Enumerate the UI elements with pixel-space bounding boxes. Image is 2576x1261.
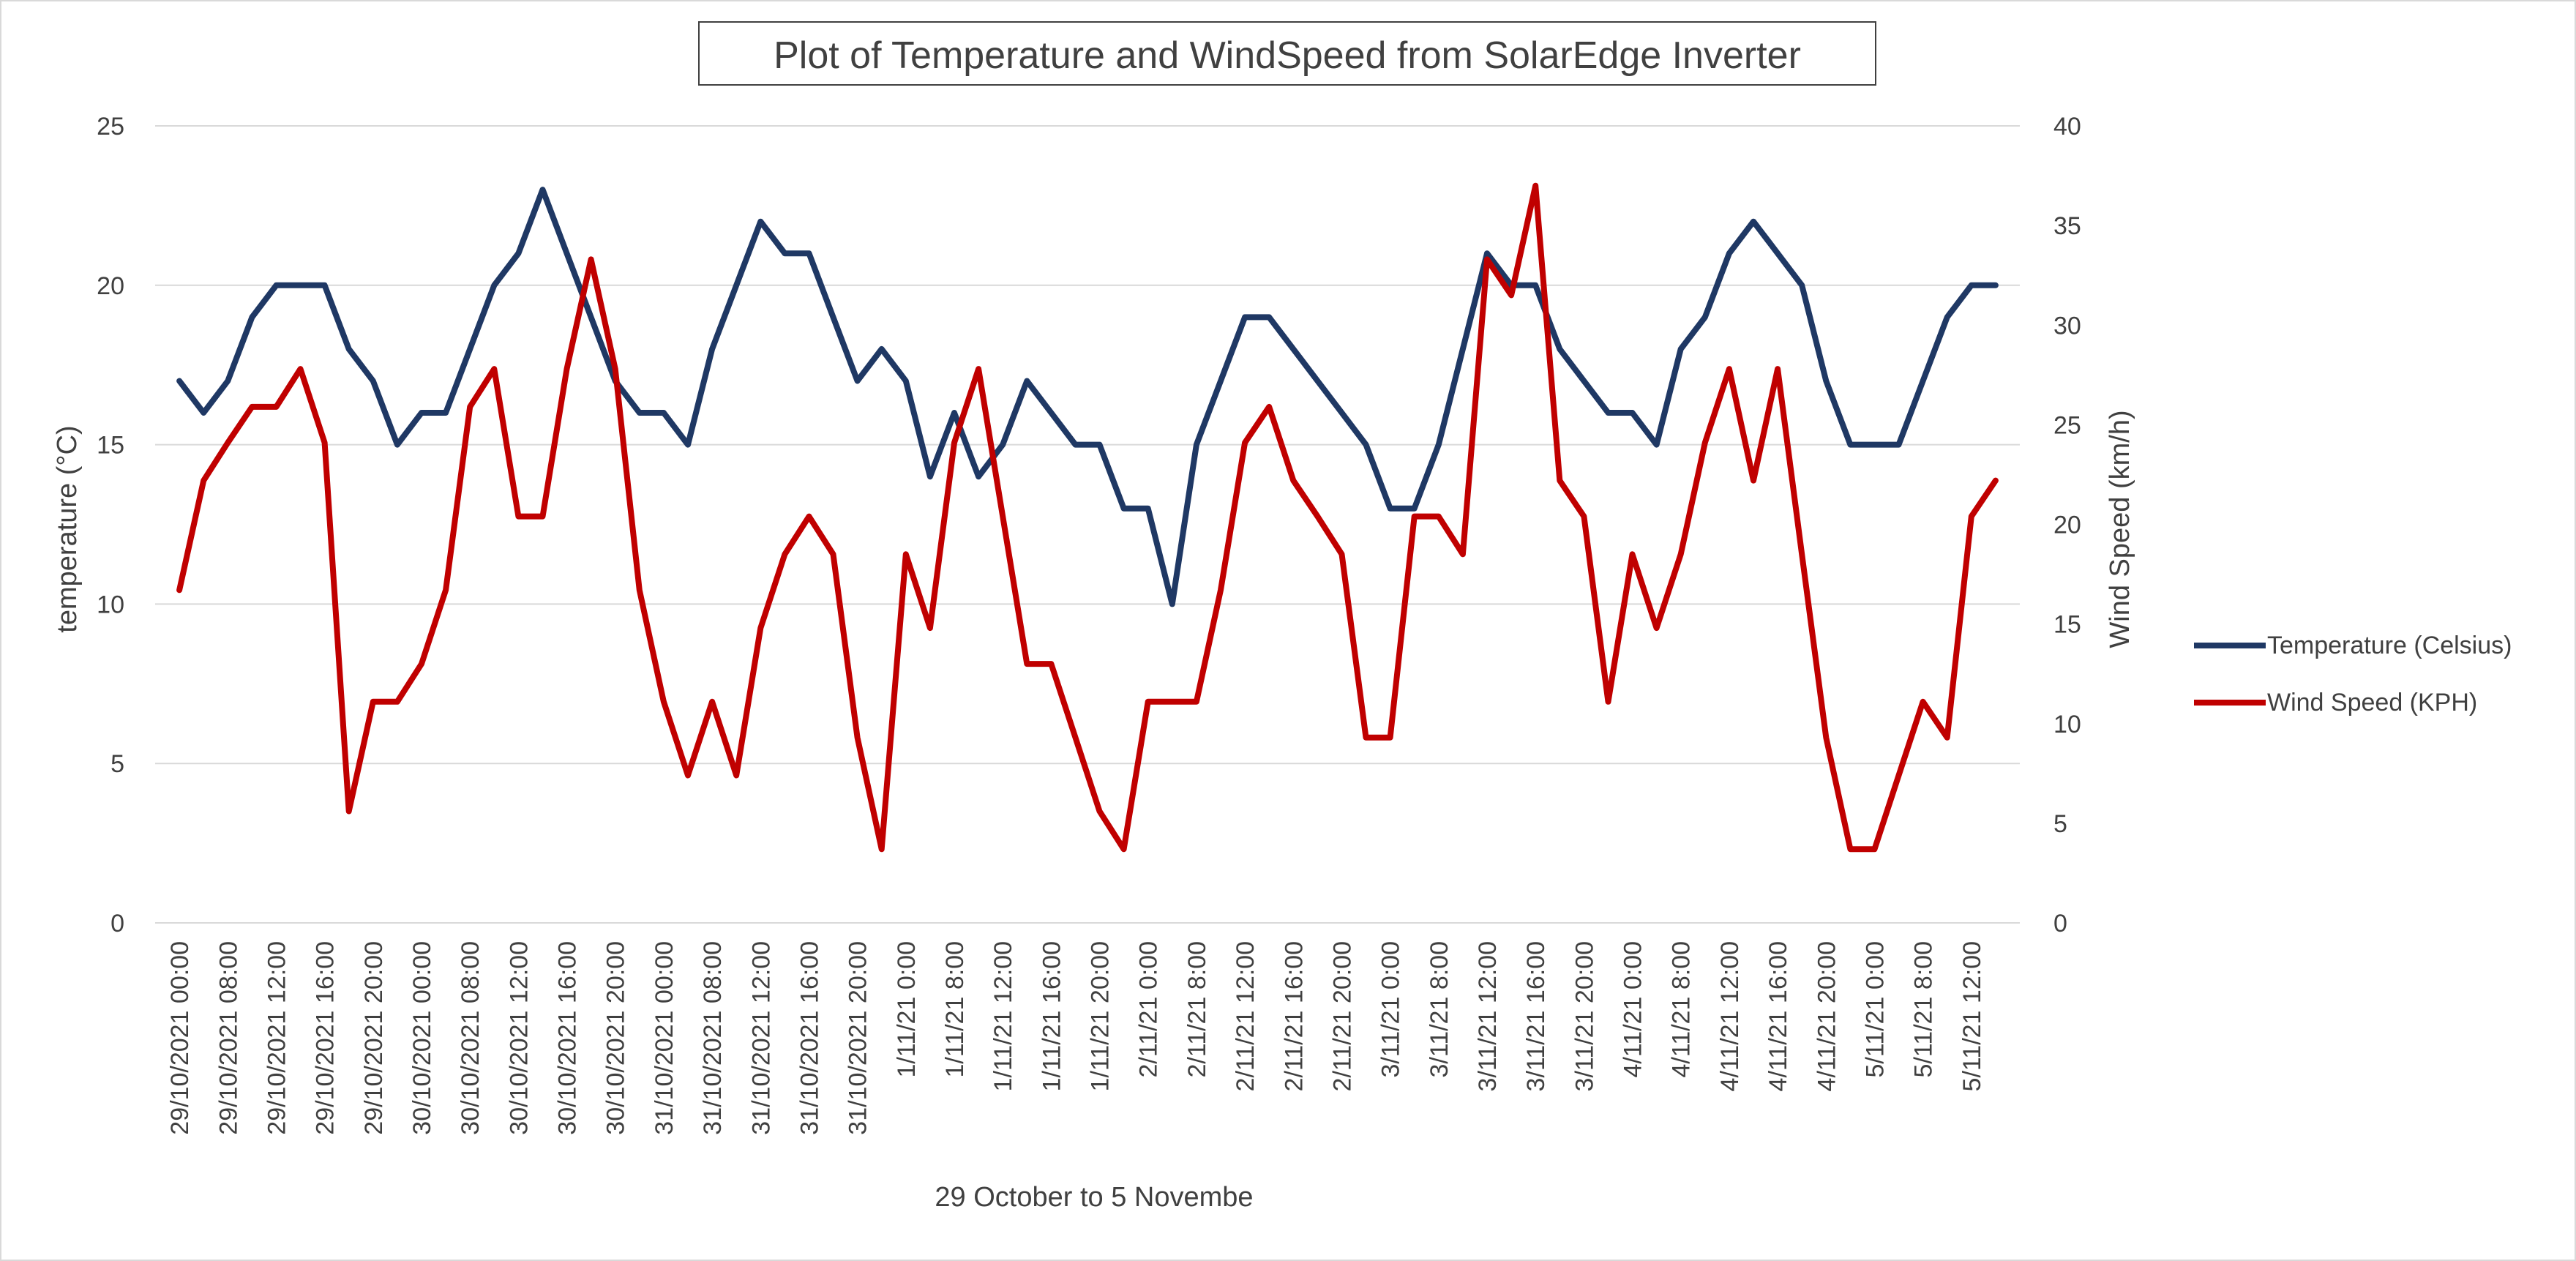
x-tick-label: 3/11/21 0:00 [1377, 941, 1405, 1078]
chart-title: Plot of Temperature and WindSpeed from S… [774, 34, 1801, 77]
x-tick-label: 31/10/2021 08:00 [699, 941, 727, 1135]
x-tick-label: 5/11/21 12:00 [1958, 941, 1986, 1091]
legend-label-wind-speed: Wind Speed (KPH) [2267, 689, 2477, 716]
x-tick-label: 30/10/2021 00:00 [408, 941, 436, 1135]
x-tick-label: 29/10/2021 20:00 [360, 941, 388, 1135]
x-tick-label: 1/11/21 20:00 [1087, 941, 1115, 1091]
x-tick-label: 2/11/21 20:00 [1328, 941, 1356, 1091]
x-tick-label: 1/11/21 8:00 [941, 941, 969, 1078]
x-tick-label: 1/11/21 12:00 [989, 941, 1017, 1091]
y2-axis-label: Wind Speed (km/h) [2105, 410, 2135, 648]
x-tick-label: 30/10/2021 16:00 [554, 941, 582, 1135]
y2-tick-label: 5 [2053, 810, 2067, 838]
title-box [698, 21, 1876, 86]
x-tick-label: 31/10/2021 00:00 [651, 941, 678, 1135]
x-tick-label: 29/10/2021 16:00 [312, 941, 340, 1135]
x-tick-label: 5/11/21 0:00 [1861, 941, 1889, 1078]
x-tick-label: 2/11/21 0:00 [1135, 941, 1163, 1078]
x-tick-label: 30/10/2021 12:00 [505, 941, 533, 1135]
left-axis-ticks: 0 5 10 15 20 25 [97, 113, 124, 938]
x-tick-label: 29/10/2021 00:00 [166, 941, 194, 1135]
y2-tick-label: 0 [2053, 910, 2067, 938]
y-tick-label: 25 [97, 113, 124, 141]
series-lines [176, 182, 1999, 853]
y-tick-label: 10 [97, 591, 124, 618]
x-tick-label: 31/10/2021 20:00 [845, 941, 872, 1135]
x-tick-label: 1/11/21 16:00 [1038, 941, 1066, 1091]
x-tick-label: 31/10/2021 16:00 [795, 941, 823, 1135]
x-tick-label: 5/11/21 8:00 [1910, 941, 1938, 1078]
y2-tick-label: 25 [2053, 411, 2081, 439]
x-tick-label: 29/10/2021 12:00 [263, 941, 291, 1135]
x-tick-label: 2/11/21 8:00 [1183, 941, 1211, 1078]
x-axis-ticks: 29/10/2021 00:00 29/10/2021 08:00 29/10/20… [166, 941, 1986, 1135]
y2-tick-label: 35 [2053, 212, 2081, 240]
x-tick-label: 3/11/21 16:00 [1522, 941, 1550, 1091]
y2-tick-label: 40 [2053, 113, 2081, 141]
x-tick-label: 4/11/21 16:00 [1764, 941, 1792, 1091]
y-axis-label: temperature (°C) [52, 425, 83, 632]
x-tick-label: 31/10/2021 12:00 [747, 941, 775, 1135]
x-tick-label: 4/11/21 12:00 [1716, 941, 1744, 1091]
x-tick-label: 4/11/21 8:00 [1668, 941, 1696, 1078]
x-tick-label: 2/11/21 16:00 [1280, 941, 1308, 1091]
x-tick-label: 29/10/2021 08:00 [214, 941, 242, 1135]
x-tick-label: 1/11/21 0:00 [893, 941, 921, 1078]
y-tick-label: 15 [97, 432, 124, 460]
legend: Temperature (Celsius) Wind Speed (KPH) [2194, 632, 2512, 716]
legend-label-temperature: Temperature (Celsius) [2267, 632, 2512, 659]
y2-tick-label: 20 [2053, 512, 2081, 539]
y2-tick-label: 30 [2053, 312, 2081, 340]
x-tick-label: 4/11/21 0:00 [1620, 941, 1647, 1078]
x-tick-label: 4/11/21 20:00 [1813, 941, 1841, 1091]
right-axis-ticks: 0 5 10 15 20 25 30 35 40 [2053, 113, 2081, 938]
gridlines [155, 125, 2020, 924]
x-axis-label: 29 October to 5 Novembe [935, 1182, 1253, 1213]
y2-tick-label: 10 [2053, 711, 2081, 738]
x-tick-label: 30/10/2021 08:00 [457, 941, 484, 1135]
x-tick-label: 3/11/21 12:00 [1474, 941, 1502, 1091]
y-tick-label: 0 [111, 910, 124, 938]
temperature-series-line [176, 187, 1999, 607]
x-tick-label: 3/11/21 8:00 [1426, 941, 1453, 1078]
y-tick-label: 5 [111, 750, 124, 778]
y-tick-label: 20 [97, 272, 124, 300]
x-tick-label: 2/11/21 12:00 [1232, 941, 1259, 1091]
wind-speed-series-line [176, 182, 1999, 853]
y2-tick-label: 15 [2053, 611, 2081, 639]
x-tick-label: 3/11/21 20:00 [1570, 941, 1598, 1091]
x-tick-label: 30/10/2021 20:00 [602, 941, 630, 1135]
